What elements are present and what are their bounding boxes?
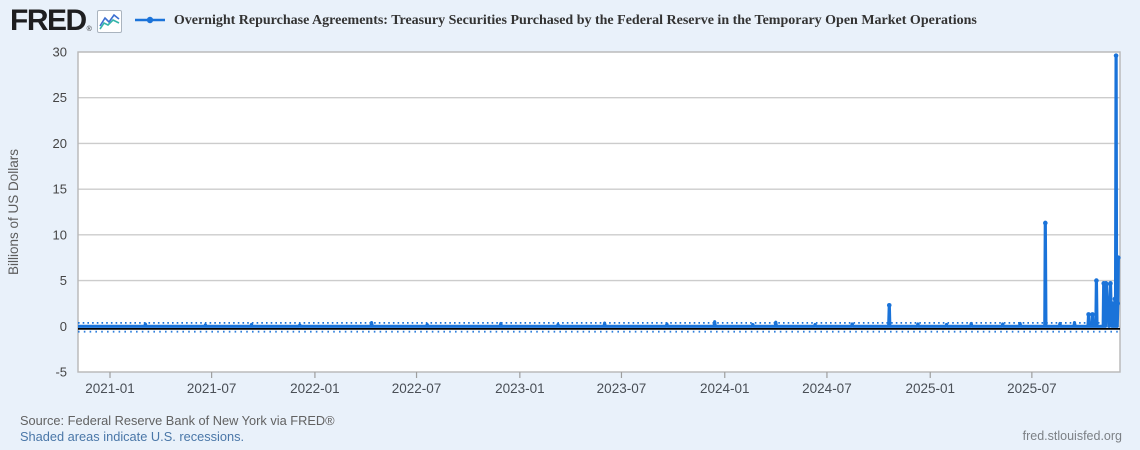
data-point-marker[interactable]	[1108, 281, 1113, 286]
data-point-marker[interactable]	[1094, 278, 1099, 283]
y-tick-label: 10	[53, 227, 67, 242]
data-point-marker[interactable]	[1090, 312, 1095, 317]
chart-header: FRED ® Overnight Repurchase Agreements: …	[0, 0, 1140, 42]
data-point-marker[interactable]	[886, 302, 892, 308]
data-point-marker[interactable]	[1112, 296, 1118, 302]
fred-logo-text: FRED	[10, 4, 87, 37]
data-point-marker[interactable]	[1115, 301, 1121, 306]
plot-area[interactable]	[78, 52, 1120, 372]
y-tick-label: 5	[60, 273, 67, 288]
series-legend-marker	[134, 12, 166, 30]
x-tick-label: 2022-01	[290, 381, 340, 396]
registered-mark: ®	[86, 26, 92, 33]
y-tick-label: 15	[53, 182, 67, 197]
fred-logo[interactable]: FRED ®	[10, 6, 92, 36]
data-point-marker[interactable]	[1086, 312, 1091, 317]
y-axis-title: Billions of US Dollars	[6, 149, 21, 275]
x-tick-label: 2024-07	[802, 381, 852, 396]
y-tick-label: 25	[53, 90, 67, 105]
chart-area[interactable]: 30 25 20 15 10 5 0 -5 Billions of US Dollars 2021…	[0, 0, 1140, 410]
x-tick-label: 2021-07	[187, 381, 237, 396]
x-tick-label: 2023-07	[597, 381, 647, 396]
y-tick-label: 0	[60, 319, 67, 334]
y-tick-label: -5	[55, 365, 67, 380]
fred-site-link[interactable]: fred.stlouisfed.org	[1022, 429, 1122, 443]
fred-sparkline-icon	[96, 9, 122, 33]
data-point-marker[interactable]	[1043, 220, 1048, 226]
data-point-marker[interactable]	[1104, 281, 1109, 287]
x-tick-label: 2025-01	[905, 381, 955, 396]
data-point-marker[interactable]	[1113, 53, 1119, 58]
data-point-marker[interactable]	[1116, 255, 1121, 261]
x-tick-label: 2025-07	[1007, 381, 1057, 396]
data-point-marker[interactable]	[1109, 301, 1114, 306]
y-tick-label: 20	[53, 136, 67, 151]
x-tick-label: 2021-01	[85, 381, 135, 396]
x-tick-label: 2024-01	[700, 381, 750, 396]
series-title: Overnight Repurchase Agreements: Treasur…	[173, 13, 977, 28]
y-tick-label: 30	[53, 45, 67, 60]
plot-border	[77, 51, 1121, 373]
source-text: Source: Federal Reserve Bank of New York…	[20, 413, 335, 428]
x-tick-label: 2023-01	[495, 381, 545, 396]
x-tick-label: 2022-07	[392, 381, 442, 396]
recession-note-link[interactable]: Shaded areas indicate U.S. recessions.	[20, 429, 245, 444]
